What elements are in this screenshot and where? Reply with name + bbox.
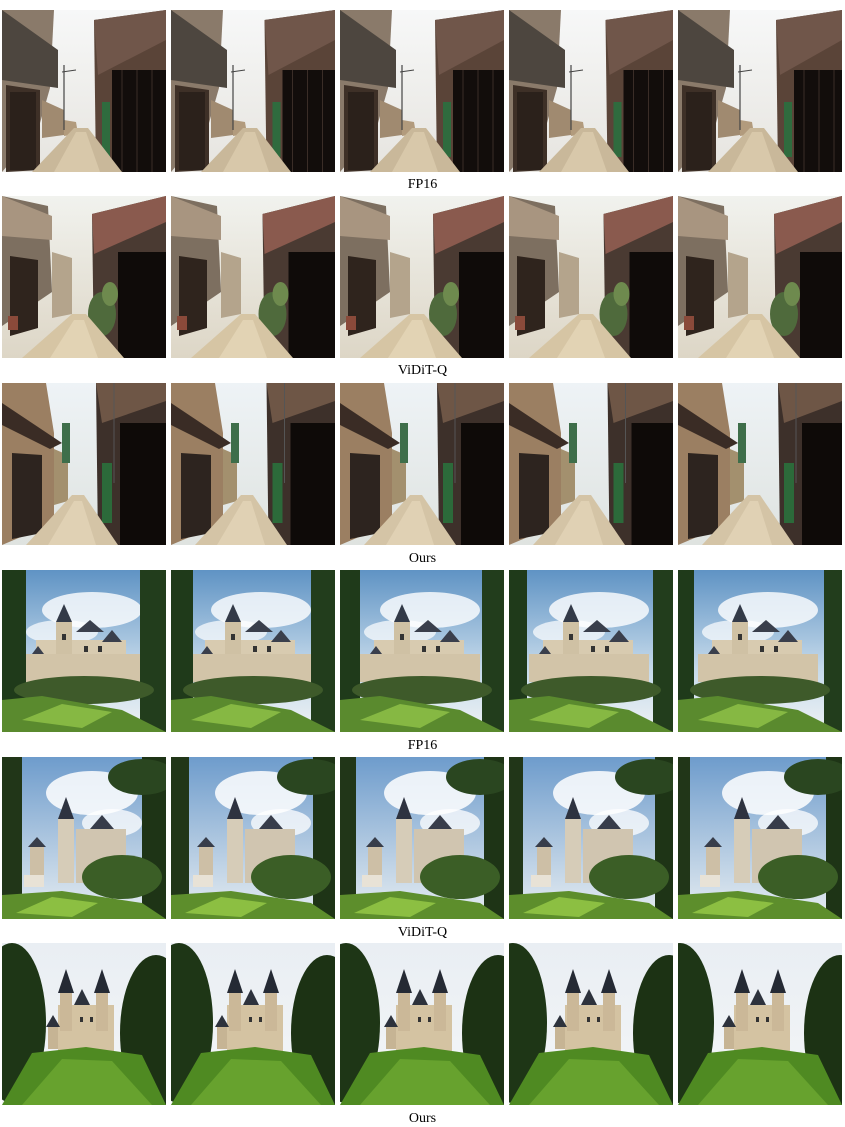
video-frame [340, 383, 504, 545]
comparison-row [0, 196, 845, 358]
comparison-row [0, 943, 845, 1105]
video-frame [2, 757, 166, 919]
video-frame [678, 10, 842, 172]
video-frame [171, 383, 335, 545]
row-caption: FP16 [407, 177, 438, 192]
video-frame [509, 943, 673, 1105]
row-caption: FP16 [407, 738, 438, 753]
video-frame [171, 196, 335, 358]
video-frame [2, 383, 166, 545]
video-frame [340, 196, 504, 358]
video-frame [340, 943, 504, 1105]
row-caption: ViDiT-Q [397, 925, 448, 940]
video-frame [171, 943, 335, 1105]
video-frame [678, 757, 842, 919]
video-frame [171, 10, 335, 172]
frame-strip [0, 757, 845, 919]
row-caption: Ours [408, 551, 437, 566]
video-frame [2, 196, 166, 358]
video-frame [509, 383, 673, 545]
video-frame [509, 570, 673, 732]
video-frame [509, 10, 673, 172]
video-frame [509, 196, 673, 358]
video-frame [340, 570, 504, 732]
row-caption: Ours [408, 1111, 437, 1126]
row-caption: ViDiT-Q [397, 363, 448, 378]
frame-strip [0, 10, 845, 172]
video-frame [340, 10, 504, 172]
video-frame [340, 757, 504, 919]
frame-strip [0, 570, 845, 732]
video-frame [678, 943, 842, 1105]
comparison-row [0, 383, 845, 545]
comparison-row [0, 757, 845, 919]
video-frame [2, 10, 166, 172]
frame-strip [0, 196, 845, 358]
video-frame [171, 570, 335, 732]
video-frame [2, 570, 166, 732]
video-frame [509, 757, 673, 919]
frame-strip [0, 943, 845, 1105]
video-frame [678, 196, 842, 358]
video-frame [678, 570, 842, 732]
frame-strip [0, 383, 845, 545]
video-frame [171, 757, 335, 919]
comparison-row [0, 10, 845, 172]
video-frame [2, 943, 166, 1105]
video-frame [678, 383, 842, 545]
comparison-row [0, 570, 845, 732]
